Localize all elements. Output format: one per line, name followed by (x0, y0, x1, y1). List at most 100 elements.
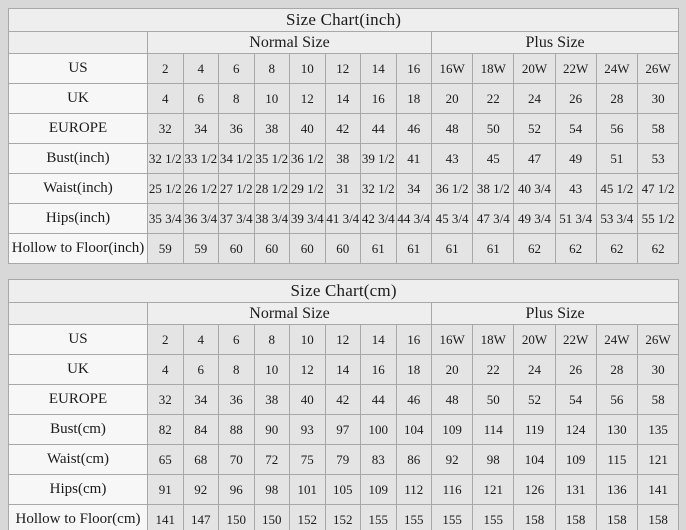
data-cell: 36 (218, 113, 255, 144)
table-row: US 2 4 6 8 10 12 14 16 16W 18W 20W 22W 24W 26W (8, 53, 680, 84)
data-cell: 105 (324, 474, 361, 505)
data-cell: 24W (595, 53, 638, 84)
data-cell: 30 (636, 354, 680, 385)
data-cell: 62 (595, 233, 638, 264)
data-cell: 109 (430, 414, 474, 445)
data-cell: 44 (360, 113, 397, 144)
data-cell: 16W (430, 324, 474, 355)
title-row: Size Chart(cm) (7, 279, 680, 303)
data-cell: 91 (147, 474, 184, 505)
data-cell: 25 1/2 (147, 173, 184, 204)
data-cell: 65 (147, 444, 184, 475)
row-label: UK (8, 354, 148, 385)
data-cell: 12 (289, 83, 326, 114)
data-cell: 109 (554, 444, 597, 475)
data-cell: 52 (513, 384, 556, 415)
data-cell: 46 (395, 113, 432, 144)
data-cell: 48 (430, 113, 474, 144)
data-cell: 98 (472, 444, 515, 475)
group-header-plus-size: Plus Size (430, 302, 680, 325)
data-cell: 136 (595, 474, 638, 505)
data-cell: 79 (324, 444, 361, 475)
data-cell: 75 (289, 444, 326, 475)
data-cell: 8 (253, 53, 290, 84)
data-cell: 34 1/2 (218, 143, 255, 174)
data-cell: 135 (636, 414, 680, 445)
group-header-plus-size: Plus Size (430, 31, 680, 54)
title-row: Size Chart(inch) (7, 8, 680, 32)
data-cell: 34 (182, 384, 219, 415)
data-cell: 54 (554, 113, 597, 144)
data-cell: 47 (513, 143, 556, 174)
data-cell: 22 (472, 83, 515, 114)
data-cell: 33 1/2 (182, 143, 219, 174)
data-cell: 20W (513, 53, 556, 84)
data-cell: 36 (218, 384, 255, 415)
data-cell: 38 (253, 384, 290, 415)
table-row: EUROPE 32 34 36 38 40 42 44 46 48 50 52 54 56 58 (8, 384, 680, 415)
group-header-row: Normal Size Plus Size (8, 31, 680, 54)
data-cell: 14 (324, 83, 361, 114)
data-cell: 116 (430, 474, 474, 505)
data-cell: 119 (513, 414, 556, 445)
data-cell: 20 (430, 83, 474, 114)
data-cell: 34 (395, 173, 432, 204)
data-cell: 43 (554, 173, 597, 204)
data-cell: 152 (324, 504, 361, 530)
data-cell: 35 1/2 (253, 143, 290, 174)
data-cell: 41 (395, 143, 432, 174)
data-cell: 155 (360, 504, 397, 530)
data-cell: 18 (395, 354, 432, 385)
data-cell: 45 1/2 (595, 173, 638, 204)
data-cell: 22W (554, 324, 597, 355)
data-cell: 22W (554, 53, 597, 84)
data-cell: 54 (554, 384, 597, 415)
table-row: UK 4 6 8 10 12 14 16 18 20 22 24 26 28 30 (8, 354, 680, 385)
data-cell: 55 1/2 (636, 203, 680, 234)
data-cell: 150 (218, 504, 255, 530)
data-cell: 14 (324, 354, 361, 385)
data-cell: 40 (289, 113, 326, 144)
data-cell: 38 1/2 (472, 173, 515, 204)
data-cell: 39 1/2 (360, 143, 397, 174)
data-cell: 10 (289, 53, 326, 84)
data-cell: 6 (218, 53, 255, 84)
size-chart-inch-table: Size Chart(inch) Normal Size Plus Size U… (7, 8, 680, 264)
data-cell: 36 1/2 (430, 173, 474, 204)
data-cell: 112 (395, 474, 432, 505)
data-cell: 36 3/4 (182, 203, 219, 234)
data-cell: 42 3/4 (360, 203, 397, 234)
data-cell: 62 (554, 233, 597, 264)
table-row: Bust(inch) 32 1/2 33 1/2 34 1/2 35 1/2 36 1/2… (8, 143, 680, 174)
data-cell: 12 (324, 324, 361, 355)
group-header-normal-size: Normal Size (147, 302, 432, 325)
data-cell: 124 (554, 414, 597, 445)
table-row: EUROPE 32 34 36 38 40 42 44 46 48 50 52 54 56 58 (8, 113, 680, 144)
data-cell: 38 (324, 143, 361, 174)
data-cell: 42 (324, 113, 361, 144)
data-cell: 8 (218, 354, 255, 385)
row-label: Bust(cm) (8, 414, 148, 445)
row-label: Hollow to Floor(inch) (8, 233, 148, 264)
data-cell: 61 (360, 233, 397, 264)
table-row: Bust(cm) 82 84 88 90 93 97 100 104 109 114 119 124 13… (8, 414, 680, 445)
data-cell: 10 (253, 354, 290, 385)
data-cell: 104 (513, 444, 556, 475)
data-cell: 22 (472, 354, 515, 385)
data-cell: 46 (395, 384, 432, 415)
data-cell: 58 (636, 384, 680, 415)
data-cell: 92 (182, 474, 219, 505)
data-cell: 59 (147, 233, 184, 264)
data-cell: 60 (324, 233, 361, 264)
data-cell: 83 (360, 444, 397, 475)
data-cell: 152 (289, 504, 326, 530)
data-cell: 8 (218, 83, 255, 114)
table-title: Size Chart(cm) (7, 279, 680, 303)
data-cell: 84 (182, 414, 219, 445)
data-cell: 20 (430, 354, 474, 385)
data-cell: 56 (595, 384, 638, 415)
data-cell: 18W (472, 324, 515, 355)
data-cell: 61 (395, 233, 432, 264)
data-cell: 45 (472, 143, 515, 174)
